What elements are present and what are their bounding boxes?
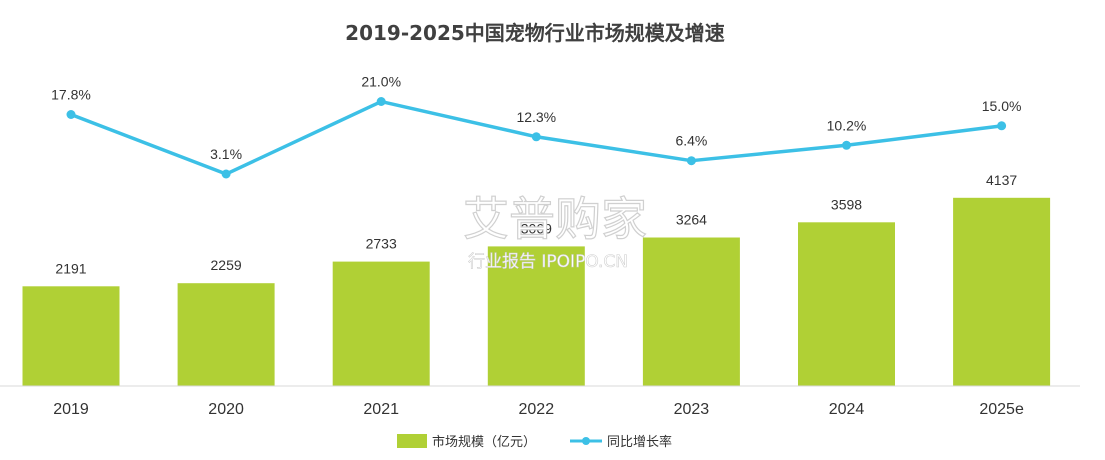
bar-2025e (953, 197, 1051, 386)
x-tick-2023: 2023 (674, 401, 710, 418)
bar-2020 (177, 283, 275, 386)
bar-label-2019: 2191 (55, 260, 86, 276)
line-point-2021 (376, 97, 386, 106)
line-series (66, 97, 1007, 179)
bar-label-2023: 3264 (676, 212, 707, 228)
line-label-2020: 3.1% (210, 146, 242, 162)
watermark: 艾普购家 行业报告 IPOIPO.CN (462, 191, 647, 272)
line-label-2019: 17.8% (51, 87, 91, 103)
bar-2021 (332, 261, 430, 386)
line-point-2023 (686, 156, 696, 166)
line-point-2019 (66, 110, 76, 119)
line-label-2022: 12.3% (516, 109, 556, 125)
legend-line-label: 同比增长率 (607, 434, 672, 450)
bar-2022 (487, 246, 585, 386)
legend-line-marker (582, 437, 590, 445)
bar-series (22, 197, 1051, 386)
x-tick-2019: 2019 (53, 401, 89, 418)
line-point-2020 (221, 169, 231, 179)
bar-label-2022: 3069 (521, 220, 552, 236)
x-tick-2025e: 2025e (979, 401, 1024, 418)
bar-value-labels: 2191 2259 2733 3069 3264 3598 4137 (55, 172, 1017, 276)
x-tick-2020: 2020 (208, 401, 244, 418)
line-label-2024: 10.2% (827, 117, 867, 133)
watermark-sub: 行业报告 IPOIPO.CN (468, 252, 628, 272)
x-tick-labels: 2019 2020 2021 2022 2023 2024 2025e (53, 401, 1024, 418)
legend-bar-swatch (397, 434, 427, 448)
line-point-2024 (842, 140, 851, 150)
line-value-labels: 17.8% 3.1% 21.0% 12.3% 6.4% 10.2% 15.0% (51, 74, 1021, 163)
line-label-2025e: 15.0% (982, 98, 1022, 114)
bar-label-2020: 2259 (211, 257, 242, 273)
bar-2019 (22, 286, 120, 386)
bar-2024 (798, 222, 895, 386)
bar-2023 (642, 237, 740, 386)
x-tick-2024: 2024 (829, 401, 865, 418)
bar-label-2024: 3598 (831, 196, 862, 212)
line-point-2025e (997, 121, 1007, 131)
line-point-2022 (531, 132, 541, 142)
x-tick-2022: 2022 (519, 401, 555, 418)
legend: 市场规模（亿元） 同比增长率 (397, 434, 672, 450)
chart-title: 2019-2025中国宠物行业市场规模及增速 (345, 21, 725, 45)
x-tick-2021: 2021 (363, 401, 399, 418)
bar-label-2021: 2733 (366, 236, 397, 252)
bar-label-2025e: 4137 (986, 172, 1017, 188)
watermark-main: 艾普购家 (463, 192, 647, 246)
line-label-2023: 6.4% (675, 133, 707, 149)
legend-bar-label: 市场规模（亿元） (432, 434, 536, 450)
line-label-2021: 21.0% (361, 74, 401, 90)
